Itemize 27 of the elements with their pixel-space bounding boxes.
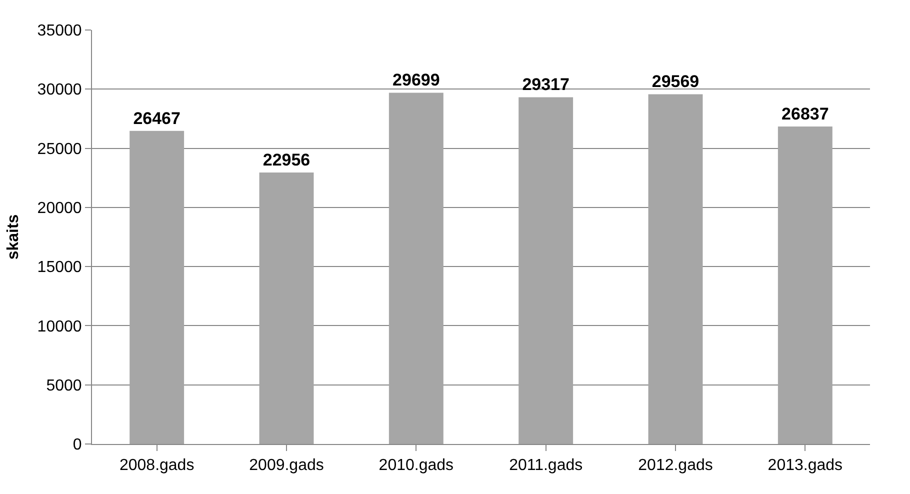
bar — [130, 130, 184, 444]
bar — [648, 94, 703, 444]
data-label: 22956 — [262, 150, 310, 170]
data-label: 29317 — [522, 75, 570, 94]
data-label: 29569 — [652, 72, 700, 92]
y-tick-label: 35000 — [37, 22, 82, 40]
y-tick-label: 20000 — [37, 200, 82, 218]
x-tick-label: 2013.gads — [768, 457, 843, 474]
bar — [778, 126, 832, 444]
x-tick-label: 2009.gads — [249, 457, 324, 474]
data-label: 29699 — [392, 70, 440, 90]
y-axis-title: skaits — [5, 214, 22, 260]
y-tick-label: 30000 — [37, 82, 82, 99]
y-tick-label: 10000 — [37, 318, 82, 336]
bar — [388, 92, 444, 444]
y-tick-label: 15000 — [37, 259, 82, 276]
y-tick-label: 0 — [72, 436, 82, 454]
x-tick-label: 2008.gads — [119, 457, 194, 474]
x-tick-label: 2011.gads — [509, 457, 583, 474]
data-label: 26467 — [133, 108, 180, 128]
bar — [518, 97, 574, 444]
data-label: 26837 — [782, 104, 829, 124]
x-tick-label: 2010.gads — [378, 457, 454, 474]
y-tick-label: 5000 — [46, 377, 82, 394]
bar — [259, 172, 314, 444]
y-tick-label: 25000 — [37, 140, 82, 158]
x-tick-label: 2012.gads — [638, 457, 713, 474]
